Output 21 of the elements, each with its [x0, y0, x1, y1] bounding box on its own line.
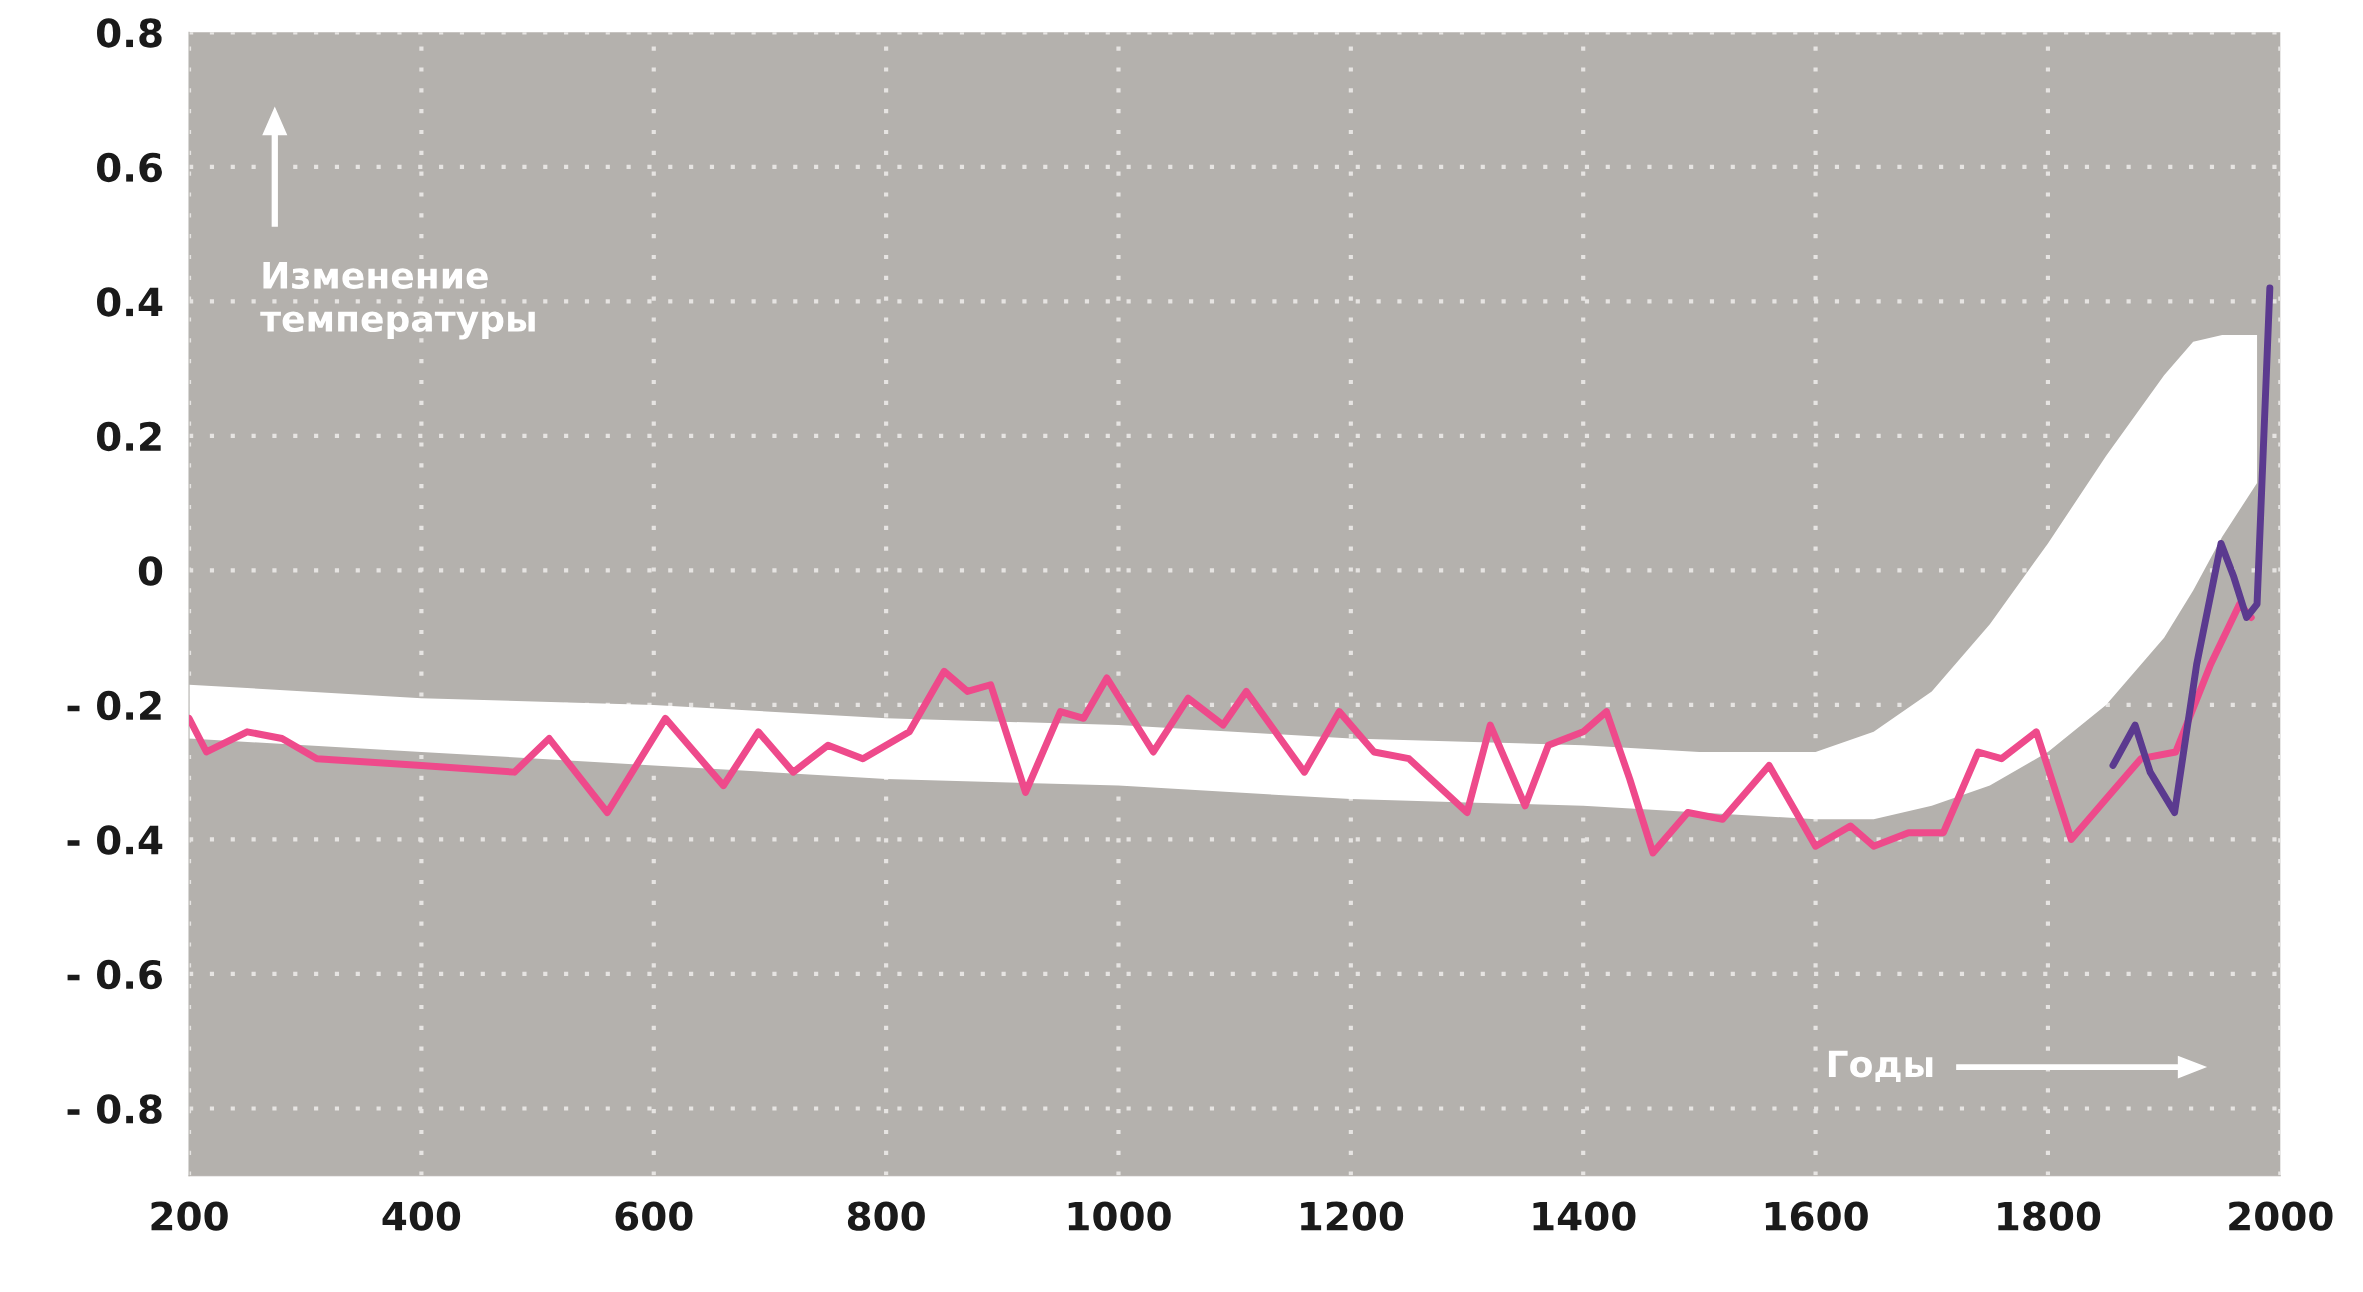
y-tick-label: - 0.2 — [67, 690, 161, 721]
x-tick-label: 200 — [151, 1201, 228, 1231]
x-tick-label: 1800 — [1998, 1201, 2101, 1231]
y-tick-label: 0.2 — [97, 421, 161, 452]
y-tick-label: - 0.8 — [67, 1094, 162, 1124]
x-tick-label: 600 — [615, 1201, 693, 1231]
x-axis-title: Годы — [1828, 1050, 1933, 1083]
y-axis-title: Изменение температуры — [260, 262, 535, 340]
y-tick-label: - 0.6 — [67, 959, 162, 990]
x-tick-label: 400 — [382, 1201, 461, 1231]
x-tick-label: 800 — [847, 1201, 925, 1231]
y-tick-label: - 0.4 — [67, 825, 163, 855]
y-tick-label: 0.6 — [97, 152, 162, 183]
x-tick-label: 1400 — [1533, 1201, 1636, 1231]
x-tick-label: 2000 — [2229, 1201, 2333, 1231]
y-tick-label: 0.4 — [97, 287, 163, 317]
y-tick-label: 0.8 — [97, 18, 162, 48]
x-tick-label: 1600 — [1765, 1201, 1868, 1231]
x-tick-label: 1200 — [1301, 1201, 1404, 1231]
y-tick-label: 0 — [138, 556, 163, 586]
x-tick-label: 1000 — [1068, 1201, 1171, 1231]
